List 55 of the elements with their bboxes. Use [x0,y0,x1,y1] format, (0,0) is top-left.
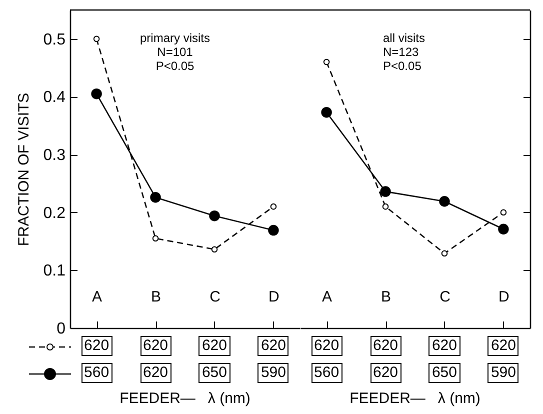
text: 620 [488,336,519,356]
y-tick-label: 0.3 [43,147,66,164]
text: 590 [258,363,289,383]
annotation: N=123 [383,45,420,59]
annotation: P<0.05 [156,59,195,73]
point [209,210,220,222]
x-tick-label: C [440,288,451,306]
point [93,36,100,42]
text: 620 [258,336,289,356]
x-tick-label: B [381,288,392,306]
point [268,224,279,236]
text: 560 [311,363,342,383]
annotation: all visits [383,31,426,45]
text: 620 [81,336,112,356]
y-tick-label: 0.2 [43,204,66,222]
text: 620 [198,336,230,356]
text: 590 [488,363,519,383]
x-tick-label: C [210,288,221,306]
y-tick-label: 0.4 [43,89,66,106]
point [498,224,509,234]
text: 620 [370,336,402,356]
point [321,106,332,118]
point [211,246,218,253]
point [380,186,391,197]
text: 620 [311,336,342,356]
x-tick-label: B [151,288,162,306]
annotation: P<0.05 [383,59,422,73]
point [270,203,277,210]
x-tick-label: A [322,288,332,306]
y-tick-label: 0 [56,320,66,338]
point [382,203,389,210]
x-tick-label: A [92,288,102,306]
x-tick-label: D [498,288,510,306]
text: 560 [81,363,112,383]
text: 650 [198,363,230,383]
y-axis-title: FRACTION OF VISITS [15,92,32,246]
point [150,192,161,203]
point [152,235,159,242]
y-tick-label: 0.5 [43,31,66,48]
text: 650 [428,363,460,383]
text: FEEDER— λ (nm) [350,390,480,407]
text: 620 [140,363,172,383]
x-tick-label: D [268,288,280,306]
annotation: N=101 [157,45,194,59]
annotation: primary visits [140,31,210,45]
point [500,209,507,216]
text: 620 [370,363,402,383]
text: FEEDER— λ (nm) [120,390,250,407]
point [441,250,448,257]
point [439,196,450,207]
text: 620 [428,336,460,356]
point [91,88,102,100]
text: 620 [140,336,172,356]
y-tick-label: 0.1 [43,262,66,280]
point [323,58,330,66]
